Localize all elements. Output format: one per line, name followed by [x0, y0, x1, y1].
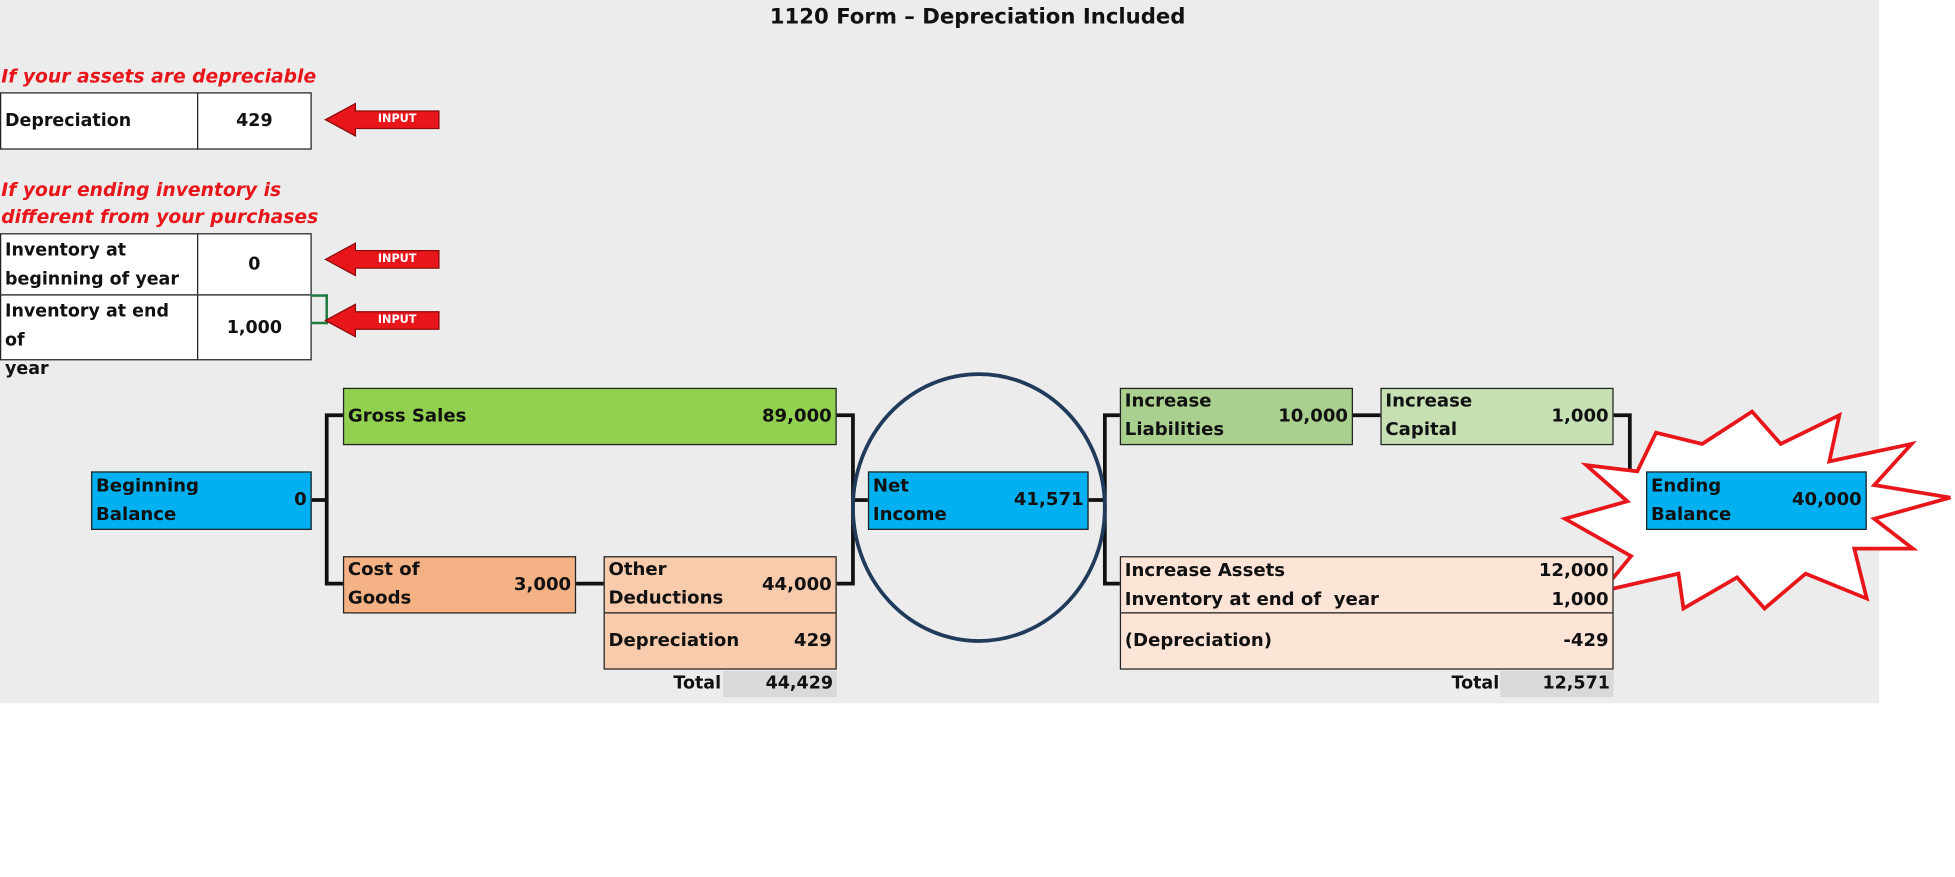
cost-of-goods-label-line1: Cost of [347, 559, 420, 580]
other-deductions-label-line1: Other [608, 559, 667, 580]
page-title: 1120 Form – Depreciation Included [769, 4, 1186, 30]
net-income-label-line1: Net [872, 475, 909, 496]
inventory-end-label-line2: year [4, 359, 49, 380]
depreciation-negative-box: (Depreciation) -429 [1119, 612, 1614, 670]
cost-of-goods-box: Cost of Goods 3,000 [342, 556, 577, 614]
inventory-end-input-cell[interactable]: 1,000 [197, 294, 312, 361]
increase-capital-value: 1,000 [1551, 405, 1609, 426]
inventory-end-label-line1: Inventory at end of [4, 301, 169, 351]
increase-liabilities-value: 10,000 [1278, 405, 1349, 426]
increase-liabilities-box: Increase Liabilities 10,000 [1119, 387, 1353, 446]
increase-liabilities-label: Increase Liabilities [1125, 388, 1224, 445]
note-inventory-line2: different from your purchases [1, 205, 319, 229]
assets-total-label: Total [1451, 673, 1500, 694]
gross-sales-box: Gross Sales 89,000 [342, 387, 837, 446]
beginning-balance-box: Beginning Balance 0 [91, 471, 312, 530]
cost-of-goods-label: Cost of Goods [348, 556, 420, 613]
increase-liabilities-label-line2: Liabilities [1124, 420, 1225, 441]
depreciation-label: Depreciation [0, 92, 199, 150]
ending-balance-box: Ending Balance 40,000 [1646, 471, 1867, 530]
net-income-label-line2: Income [872, 504, 947, 525]
net-income-value: 41,571 [1013, 490, 1084, 511]
depreciation-deduction-value: 429 [793, 630, 832, 651]
beginning-balance-value: 0 [294, 490, 307, 511]
other-deductions-value: 44,000 [761, 574, 832, 595]
input-arrow-label: INPUT [377, 314, 417, 327]
input-arrow-icon: INPUT [324, 242, 440, 277]
note-inventory-line1: If your ending inventory is [1, 178, 282, 201]
increase-capital-box: Increase Capital 1,000 [1380, 387, 1614, 446]
depreciation-negative-label: (Depreciation) [1124, 630, 1272, 651]
ending-balance-label-line2: Balance [1651, 504, 1732, 525]
other-deductions-box: Other Deductions 44,000 [603, 556, 837, 614]
other-deductions-label-line2: Deductions [608, 588, 724, 609]
gross-sales-value: 89,000 [761, 405, 832, 426]
inventory-end-label: Inventory at end of year [0, 294, 199, 379]
inventory-begin-input-cell[interactable]: 0 [197, 233, 312, 296]
deductions-total-value: 44,429 [723, 670, 837, 698]
inventory-end-year-value: 1,000 [1551, 589, 1609, 610]
beginning-balance-label-line2: Balance [96, 504, 177, 525]
net-income-label: Net Income [873, 472, 947, 529]
increase-assets-label: Increase Assets [1124, 561, 1286, 582]
beginning-balance-label-line1: Beginning [96, 475, 199, 496]
assets-total-value: 12,571 [1500, 670, 1614, 698]
increase-assets-row: Increase Assets 12,000 [1125, 557, 1609, 586]
cost-of-goods-value: 3,000 [513, 574, 572, 595]
input-arrow-icon: INPUT [324, 303, 440, 338]
cost-of-goods-label-line2: Goods [347, 588, 412, 609]
depreciation-input-cell[interactable]: 429 [197, 92, 312, 150]
ending-balance-label-line1: Ending [1651, 475, 1722, 496]
ending-balance-label: Ending Balance [1651, 472, 1731, 529]
inventory-end-year-label: Inventory at end of year [1124, 589, 1379, 610]
beginning-balance-label: Beginning Balance [96, 472, 199, 529]
depreciation-deduction-box: Depreciation 429 [603, 612, 837, 670]
inventory-end-row: Inventory at end of year 1,000 [1125, 586, 1609, 615]
increase-assets-box: Increase Assets 12,000 Inventory at end … [1119, 556, 1614, 615]
depreciation-negative-value: -429 [1563, 630, 1609, 651]
increase-capital-label: Increase Capital [1385, 388, 1472, 445]
increase-assets-value: 12,000 [1538, 561, 1609, 582]
input-arrow-label: INPUT [377, 113, 417, 126]
inventory-begin-label: Inventory at beginning of year [0, 233, 199, 296]
increase-capital-label-line2: Capital [1385, 420, 1458, 441]
input-arrow-label: INPUT [377, 253, 417, 266]
deductions-total-label: Total [673, 673, 722, 694]
inventory-begin-label-line2: beginning of year [4, 269, 179, 290]
input-arrow-icon: INPUT [324, 102, 440, 137]
increase-liabilities-label-line1: Increase [1124, 391, 1212, 412]
cell-selection-marker [310, 294, 328, 325]
net-income-box: Net Income 41,571 [867, 471, 1089, 530]
ending-balance-value: 40,000 [1791, 490, 1862, 511]
note-depreciable: If your assets are depreciable [1, 64, 317, 88]
inventory-begin-label-line1: Inventory at [4, 240, 127, 261]
increase-capital-label-line1: Increase [1385, 391, 1473, 412]
other-deductions-label: Other Deductions [609, 556, 724, 613]
depreciation-deduction-label: Depreciation [608, 630, 740, 651]
gross-sales-label: Gross Sales [347, 405, 467, 426]
